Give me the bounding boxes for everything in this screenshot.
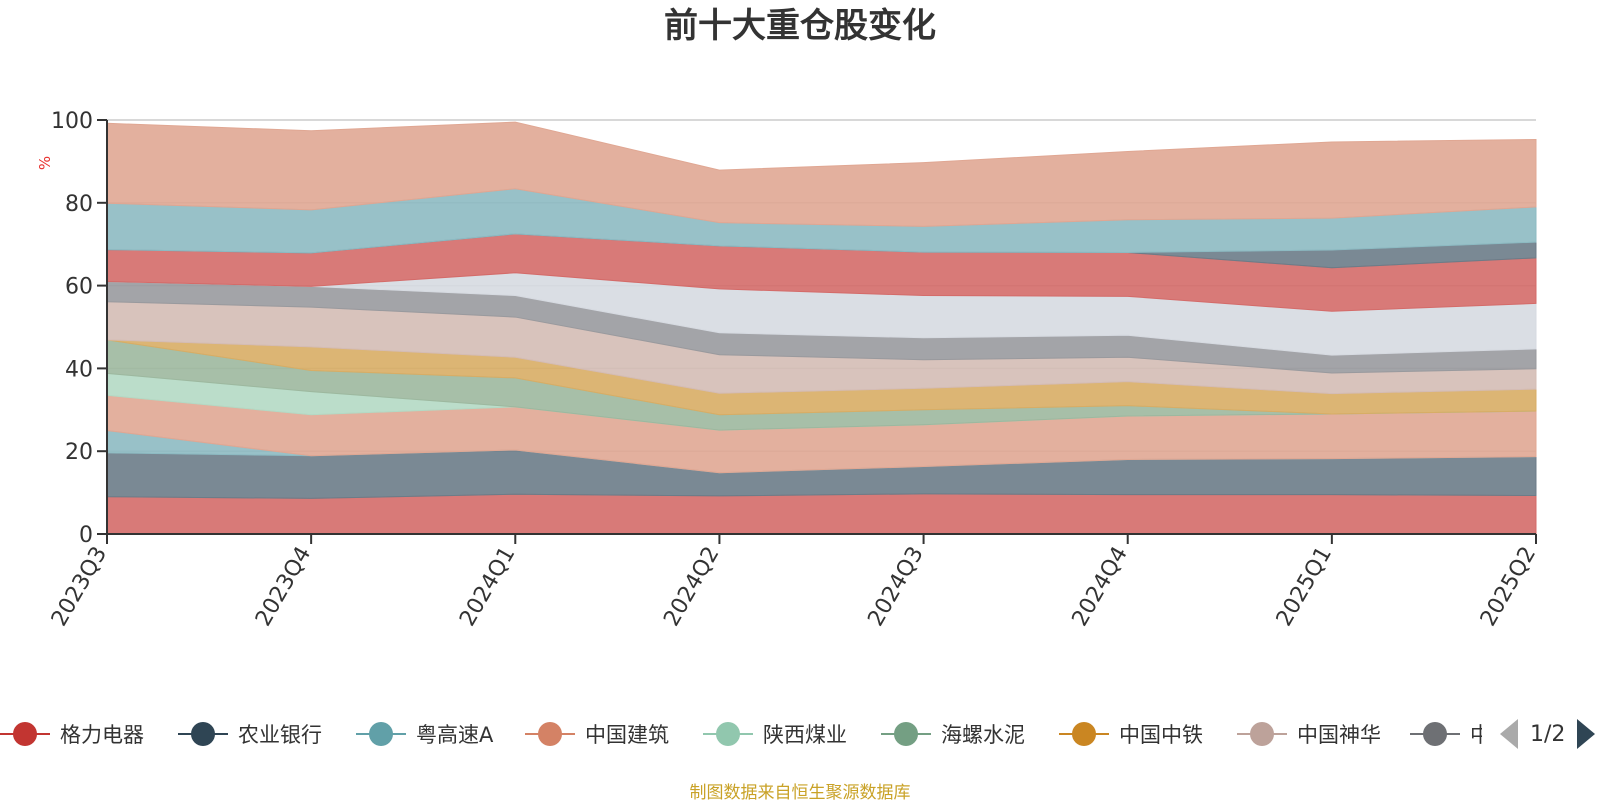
x-tick-label: 2025Q2 [1476,543,1541,631]
legend-item[interactable]: 农业银行 [178,714,322,754]
y-tick-label: 100 [51,109,93,134]
legend-page-indicator: 1/2 [1530,721,1566,747]
x-tick-labels: 2023Q3 2023Q4 2024Q1 2024Q2 2024Q3 2024Q4 2025… [47,543,1541,631]
x-tick-label: 2024Q2 [659,543,724,631]
legend: 格力电器 农业银行 粤高速A 中国建筑 陕西煤业 海螺水泥 中国中铁 中国神华 中 [0,714,1482,754]
legend-item[interactable]: 海螺水泥 [881,714,1025,754]
legend-item[interactable]: 中国建筑 [525,714,669,754]
data-source-note: 制图数据来自恒生聚源数据库 [689,783,911,803]
area-series [106,121,1537,535]
y-tick-label: 0 [79,523,93,548]
legend-marker-icon [1410,721,1460,747]
y-tick-labels: 0 20 40 60 80 100 [51,109,93,548]
legend-marker-icon [0,721,50,747]
legend-marker-icon [356,721,406,747]
legend-item[interactable]: 格力电器 [0,714,144,754]
x-tick-label: 2023Q3 [47,543,112,631]
legend-item[interactable]: 中国神华 [1237,714,1381,754]
legend-label: 中 [1470,723,1482,747]
x-tick-label: 2024Q1 [455,543,520,631]
legend-label: 中国神华 [1297,723,1381,747]
legend-marker-icon [703,721,753,747]
x-tick-label: 2025Q1 [1272,543,1337,631]
legend-label: 海螺水泥 [941,723,1025,747]
legend-item[interactable]: 中国中铁 [1059,714,1203,754]
legend-label: 陕西煤业 [763,723,847,747]
legend-label: 格力电器 [60,723,144,747]
y-axis-unit: % [36,156,54,170]
y-tick-label: 40 [65,357,93,382]
y-tick-label: 80 [65,192,93,217]
legend-label: 粤高速A [416,723,494,747]
y-tick-label: 60 [65,275,93,300]
legend-item[interactable]: 中 [1410,714,1482,754]
area-series-14[interactable] [106,121,1537,227]
legend-marker-icon [525,721,575,747]
legend-item[interactable]: 粤高速A [356,714,493,754]
legend-label: 中国中铁 [1119,723,1203,747]
legend-item[interactable]: 陕西煤业 [703,714,847,754]
legend-label: 中国建筑 [585,723,669,747]
x-tick-label: 2024Q4 [1068,543,1133,631]
axes [97,119,1537,544]
legend-marker-icon [881,721,931,747]
legend-marker-icon [1237,721,1287,747]
legend-marker-icon [1059,721,1109,747]
y-tick-label: 20 [65,440,93,465]
x-tick-label: 2023Q4 [251,543,316,631]
area-series-1[interactable] [106,493,1537,535]
legend-label: 农业银行 [238,723,322,747]
x-tick-label: 2024Q3 [863,543,928,631]
legend-pager: 1/2 [1500,716,1596,752]
legend-marker-icon [178,721,228,747]
legend-next-arrow-icon[interactable] [1577,719,1596,749]
legend-prev-arrow-icon[interactable] [1500,719,1518,749]
chart-title: 前十大重仓股变化 [664,6,936,46]
